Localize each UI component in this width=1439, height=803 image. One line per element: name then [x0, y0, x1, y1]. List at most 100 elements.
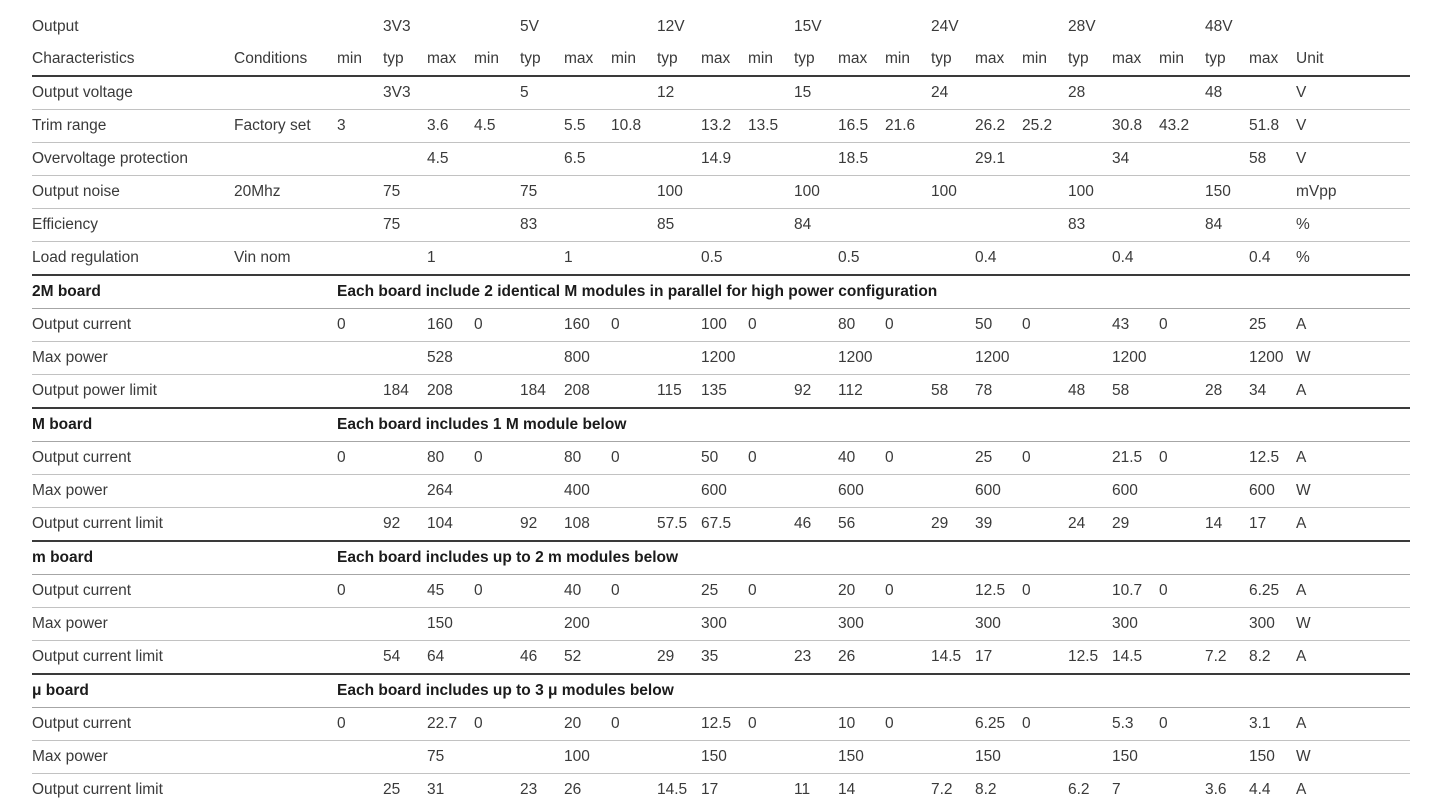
value-cell: 300 [975, 607, 1022, 641]
unit-cell: A [1296, 574, 1410, 608]
value-cell: 0 [611, 441, 657, 475]
row-label: Max power [32, 474, 234, 508]
value-cell [931, 441, 975, 475]
value-cell [975, 208, 1022, 242]
value-cell: 17 [701, 773, 748, 803]
value-cell [383, 441, 427, 475]
voltage-rail-header: 12V [657, 18, 685, 35]
section-description: Each board includes up to 3 μ modules be… [337, 673, 1410, 708]
value-cell: 14 [1205, 507, 1249, 541]
value-cell [701, 76, 748, 110]
output-title: Output [32, 18, 79, 35]
value-cell [520, 241, 564, 275]
value-cell [931, 474, 975, 508]
value-cell: 0 [611, 707, 657, 741]
value-cell [383, 241, 427, 275]
row-label: Output current limit [32, 640, 234, 674]
value-cell: 0 [748, 441, 794, 475]
col-header-max: max [1249, 43, 1296, 77]
value-cell [1159, 142, 1205, 176]
value-cell: 13.5 [748, 109, 794, 143]
row-conditions [234, 76, 337, 110]
value-cell [520, 707, 564, 741]
value-cell: 108 [564, 507, 611, 541]
value-cell: 528 [427, 341, 474, 375]
value-cell: 3.6 [1205, 773, 1249, 803]
value-cell [1205, 441, 1249, 475]
value-cell: 0.4 [975, 241, 1022, 275]
spacer-cell [838, 11, 885, 43]
value-cell: 40 [838, 441, 885, 475]
value-cell [474, 76, 520, 110]
spacer-cell [234, 11, 337, 43]
value-cell [794, 308, 838, 342]
col-header-min: min [1159, 43, 1205, 77]
value-cell [520, 574, 564, 608]
value-cell [1068, 308, 1112, 342]
value-cell: 45 [427, 574, 474, 608]
value-cell [1205, 574, 1249, 608]
value-cell: 20 [564, 707, 611, 741]
value-cell: 3.1 [1249, 707, 1296, 741]
value-cell: 75 [427, 740, 474, 774]
value-cell [611, 740, 657, 774]
value-cell: 25 [975, 441, 1022, 475]
value-cell [383, 109, 427, 143]
value-cell: 18.5 [838, 142, 885, 176]
value-cell [383, 740, 427, 774]
value-cell: 7 [1112, 773, 1159, 803]
value-cell: 3.6 [427, 109, 474, 143]
unit-cell: A [1296, 640, 1410, 674]
value-cell [1159, 740, 1205, 774]
spacer-cell [564, 11, 611, 43]
spacer-cell [701, 11, 748, 43]
value-cell: 7.2 [931, 773, 975, 803]
value-cell: 56 [838, 507, 885, 541]
spec-row: Output current limit 92 104 92 108 57.5 67.5 46… [32, 507, 1410, 541]
value-cell: 4.5 [474, 109, 520, 143]
value-cell [337, 474, 383, 508]
spec-row: Max power 528 800 1200 1200 1200 1200 1200 W [32, 341, 1410, 375]
value-cell: 25 [383, 773, 427, 803]
value-cell: 85 [657, 208, 701, 242]
col-header-min: min [474, 43, 520, 77]
value-cell: 800 [564, 341, 611, 375]
value-cell: 5 [520, 84, 529, 101]
value-cell: 12.5 [975, 574, 1022, 608]
value-cell [474, 740, 520, 774]
value-cell: 14.9 [701, 142, 748, 176]
value-cell [474, 241, 520, 275]
unit-cell: V [1296, 84, 1307, 101]
value-cell [1022, 374, 1068, 408]
value-cell [474, 640, 520, 674]
value-cell: 100 [794, 175, 838, 209]
value-cell: 26 [564, 773, 611, 803]
col-header-min: min [885, 43, 931, 77]
value-cell [1159, 208, 1205, 242]
value-cell [931, 142, 975, 176]
value-cell: 58 [931, 374, 975, 408]
value-cell: 75 [383, 208, 427, 242]
value-cell [1159, 175, 1205, 209]
value-cell [1068, 341, 1112, 375]
value-cell: 150 [1249, 740, 1296, 774]
value-cell [383, 707, 427, 741]
value-cell: 35 [701, 640, 748, 674]
value-cell: 0 [1159, 574, 1205, 608]
value-cell: 28 [1068, 84, 1086, 101]
value-cell [1068, 574, 1112, 608]
output-characteristics-table: Output 3V3 5V 12V 15V 24V 28V 48V Characteristic… [32, 11, 1410, 803]
value-cell: 0 [1022, 441, 1068, 475]
spec-row: Output current 0 45 0 40 0 25 0 20 0 12.5 0 10.7 0 6.2… [32, 574, 1410, 608]
value-cell [931, 308, 975, 342]
value-cell [1068, 441, 1112, 475]
col-header-typ: typ [520, 43, 564, 77]
value-cell [611, 773, 657, 803]
col-header-min: min [748, 43, 794, 77]
section-row: M board Each board includes 1 M module be… [32, 407, 1410, 442]
value-cell [1159, 341, 1205, 375]
value-cell [657, 308, 701, 342]
value-cell: 54 [383, 640, 427, 674]
spec-row: Trim range Factory set 3 3.6 4.5 5.5 10.8 13.2 1… [32, 109, 1410, 143]
value-cell: 23 [520, 773, 564, 803]
